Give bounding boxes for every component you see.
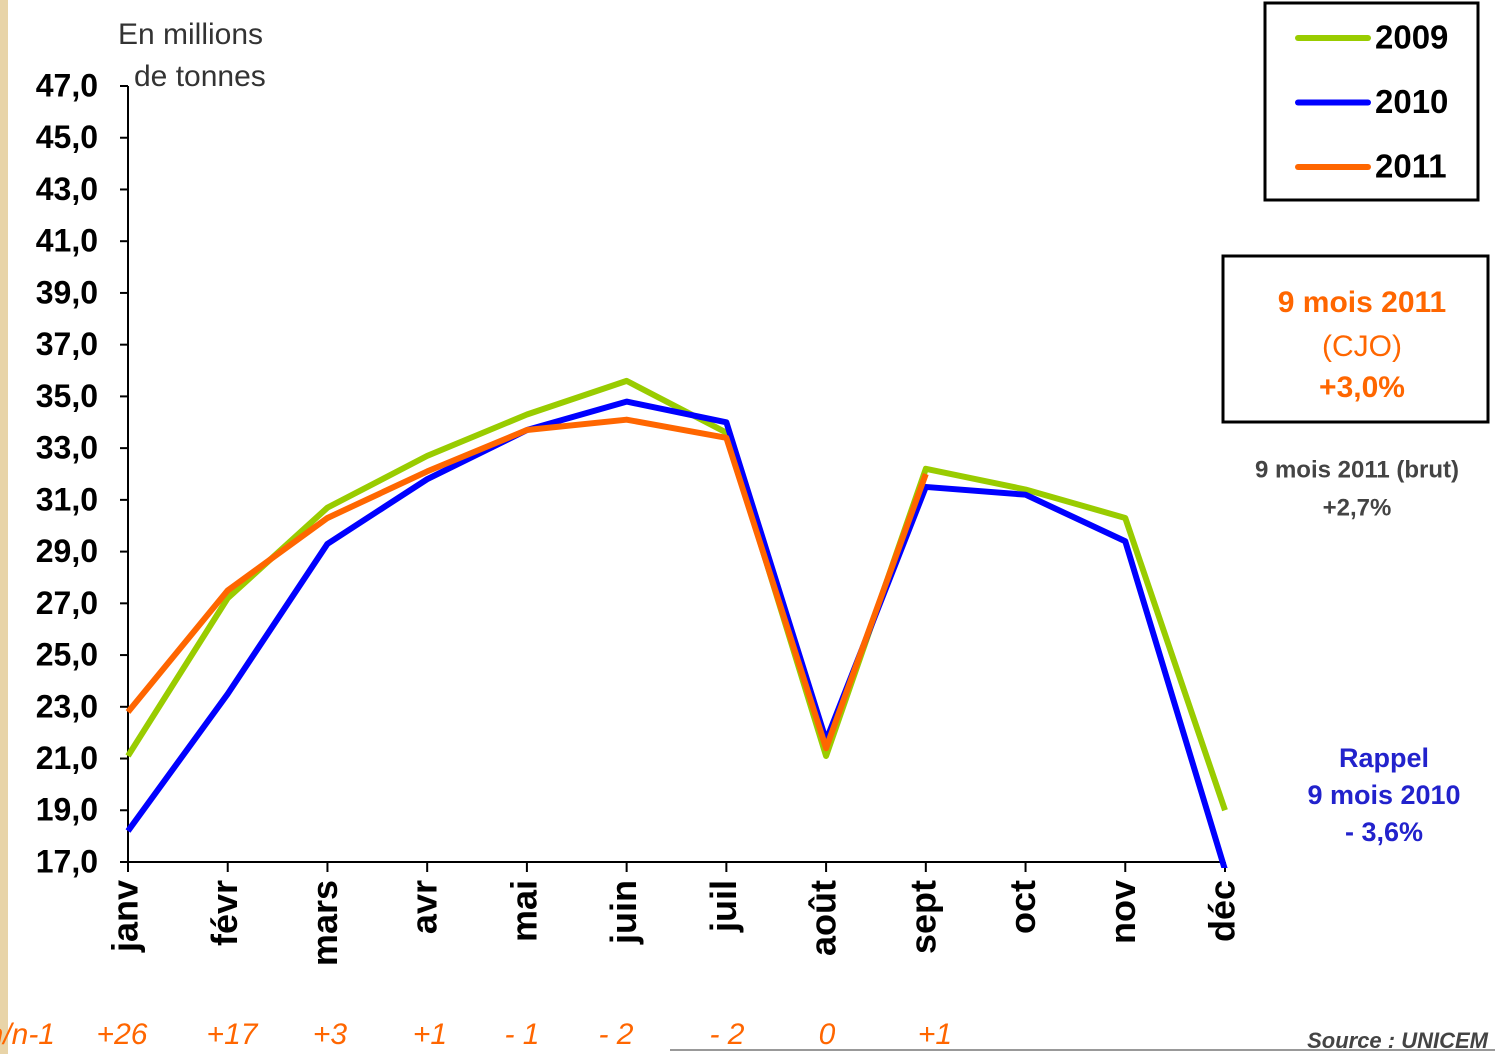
- source: Source : UNICEM: [1307, 1028, 1489, 1053]
- x-tick-label: mars: [304, 880, 345, 966]
- y-tick-label: 35,0: [36, 378, 98, 414]
- note: 9 mois 2011: [1278, 286, 1446, 319]
- y-tick-label: 23,0: [36, 688, 98, 724]
- legend-label: 2009: [1375, 19, 1448, 56]
- x-tick-label: janv: [105, 880, 146, 953]
- y-tick-label: 37,0: [36, 326, 98, 362]
- note: Rappel: [1339, 743, 1429, 773]
- legend-label: 2010: [1375, 83, 1448, 120]
- x-tick-label: mai: [503, 880, 544, 942]
- x-tick-label: nov: [1102, 880, 1143, 944]
- y-tick-label: 21,0: [36, 740, 98, 776]
- variation: - 2: [709, 1018, 744, 1051]
- y-tick-label: 43,0: [36, 171, 98, 207]
- note-box: [1221, 254, 1490, 424]
- x-tick-label: juin: [603, 880, 644, 945]
- series-line: [125, 377, 1228, 812]
- y-tick-label: 39,0: [36, 274, 98, 310]
- note: 9 mois 2010: [1307, 780, 1460, 810]
- series-line: [125, 398, 1228, 868]
- y-tick-label: 25,0: [36, 637, 98, 673]
- side-bar: [0, 0, 8, 1054]
- x-tick-label: sept: [902, 880, 943, 954]
- note: - 3,6%: [1345, 817, 1423, 847]
- y-tick-label: 29,0: [36, 533, 98, 569]
- x-tick-label: août: [803, 880, 844, 956]
- legend-box: [1263, 1, 1480, 202]
- legend-label: 2011: [1375, 148, 1447, 185]
- y-tick-label: 45,0: [36, 119, 98, 155]
- variation: +26: [97, 1018, 148, 1051]
- note: (CJO): [1322, 330, 1402, 363]
- series-line: [125, 416, 929, 752]
- x-tick-label: juil: [703, 880, 744, 933]
- variation: 0: [819, 1018, 836, 1051]
- axis-label: de tonnes: [134, 60, 266, 93]
- y-tick-label: 47,0: [36, 67, 98, 103]
- variation: +1: [918, 1018, 952, 1051]
- x-tick-label: oct: [1002, 880, 1043, 934]
- y-tick-label: 17,0: [36, 843, 98, 879]
- note: 9 mois 2011 (brut): [1255, 456, 1459, 483]
- y-tick-label: 33,0: [36, 430, 98, 466]
- variation: - 1: [504, 1018, 539, 1051]
- variation: +1: [413, 1018, 447, 1051]
- y-tick-label: 31,0: [36, 481, 98, 517]
- y-tick-label: 41,0: [36, 223, 98, 259]
- x-tick-label: févr: [204, 880, 245, 946]
- variation-label: n/n-1: [0, 1018, 55, 1051]
- variation: +3: [313, 1018, 348, 1051]
- variation: +17: [207, 1018, 259, 1051]
- x-tick-label: avr: [404, 880, 445, 934]
- x-tick-label: déc: [1202, 880, 1243, 942]
- plot-area: [125, 377, 1228, 868]
- note: +2,7%: [1323, 494, 1392, 521]
- axis-label: En millions: [118, 18, 263, 51]
- variation: - 2: [598, 1018, 633, 1051]
- y-tick-label: 19,0: [36, 792, 98, 828]
- note: +3,0%: [1319, 371, 1405, 404]
- y-tick-label: 27,0: [36, 585, 98, 621]
